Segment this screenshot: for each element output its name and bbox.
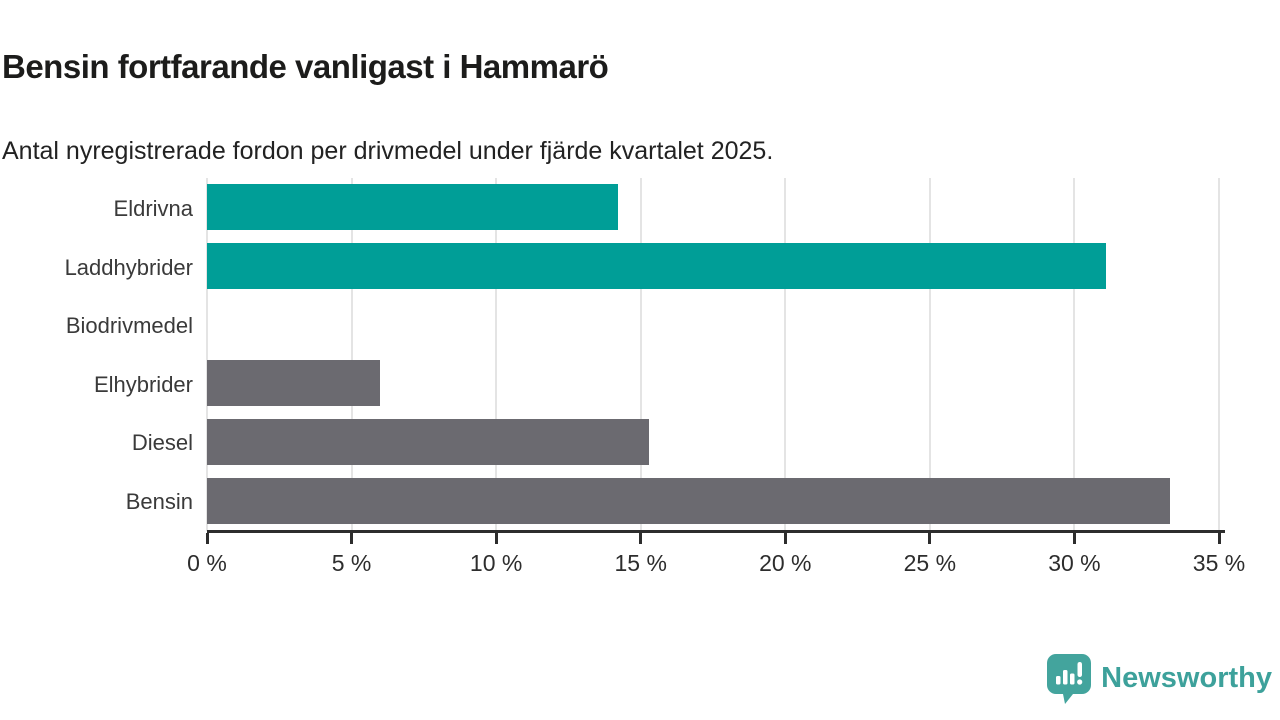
category-label: Bensin [125,488,193,514]
category-labels: Eldrivna Laddhybrider Biodrivmedel Elhybrid… [0,180,193,531]
bar-row [207,237,1219,296]
gridline [350,178,353,531]
x-axis-tick-label: 10 % [469,550,523,576]
bar-row [207,354,1219,413]
bar-row [207,413,1219,472]
page-subtitle: Antal nyregistrerade fordon per drivmede… [2,137,774,165]
x-axis-tick-label: 0 % [187,550,227,576]
x-axis-tick [639,533,643,544]
x-axis-tick [205,533,209,544]
brand-footer: Newsworthy [1046,653,1272,704]
x-axis-tick [1072,533,1076,544]
gridline [928,178,931,531]
x-axis-tick [350,533,354,544]
x-axis-line [207,530,1225,533]
gridline [1218,178,1220,531]
bar-diesel [207,419,650,466]
x-axis-tick [1217,533,1221,544]
category-label: Laddhybrider [64,254,193,280]
x-axis-tick-label: 35 % [1192,550,1246,576]
category-label: Eldrivna [113,196,193,222]
gridline [784,178,787,531]
category-label: Elhybrider [93,371,193,397]
bar-elhybrider [207,360,381,407]
x-axis-tick [494,533,498,544]
bar-eldrivna [207,184,618,230]
x-axis-tick [783,533,787,544]
gridline [495,178,498,531]
newsworthy-logo-icon [1047,654,1092,704]
gridline [1073,178,1076,531]
plot-area [206,178,1220,531]
bar-laddhybrider [207,242,1107,289]
bar-row [207,178,1219,237]
bar-row [207,472,1219,531]
bar-bensin [207,478,1170,525]
category-label: Diesel [131,430,193,456]
gridline [206,178,208,531]
x-axis-tick-label: 20 % [759,550,812,576]
category-label: Biodrivmedel [65,313,193,339]
x-axis-tick-label: 25 % [903,550,957,576]
x-axis-tick [928,533,932,544]
x-axis-tick-label: 5 % [331,550,372,576]
x-axis-tick-label: 15 % [614,550,667,576]
gridline [639,178,642,531]
brand-name: Newsworthy [1101,662,1272,694]
x-axis-tick-label: 30 % [1048,550,1101,576]
bar-row [207,296,1219,355]
page-title: Bensin fortfarande vanligast i Hammarö [2,48,609,86]
